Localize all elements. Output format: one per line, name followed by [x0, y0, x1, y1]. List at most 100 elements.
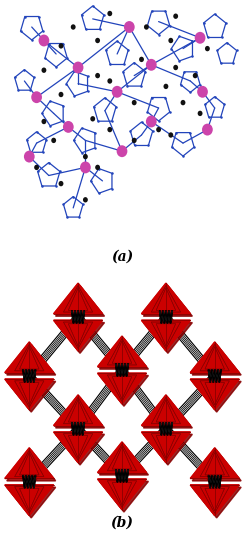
Circle shape [181, 100, 185, 105]
Polygon shape [190, 485, 239, 516]
Polygon shape [156, 324, 176, 346]
Circle shape [63, 121, 74, 133]
Polygon shape [100, 339, 148, 369]
Polygon shape [192, 381, 241, 412]
Polygon shape [156, 324, 176, 346]
Polygon shape [100, 481, 148, 512]
Polygon shape [190, 379, 239, 410]
Circle shape [59, 43, 63, 49]
Polygon shape [7, 487, 56, 518]
Polygon shape [156, 436, 176, 458]
Polygon shape [151, 397, 181, 424]
Polygon shape [151, 434, 181, 460]
Polygon shape [20, 347, 39, 369]
Circle shape [95, 165, 100, 170]
Polygon shape [143, 397, 192, 428]
Polygon shape [156, 436, 176, 458]
Polygon shape [56, 286, 104, 316]
Circle shape [107, 127, 112, 132]
Polygon shape [151, 434, 181, 460]
Polygon shape [190, 342, 239, 373]
Polygon shape [20, 383, 39, 405]
Polygon shape [100, 481, 148, 512]
Circle shape [124, 21, 135, 33]
Polygon shape [56, 322, 104, 353]
Polygon shape [54, 283, 102, 314]
Polygon shape [200, 345, 229, 371]
Polygon shape [112, 341, 132, 363]
Polygon shape [200, 381, 229, 407]
Polygon shape [5, 379, 54, 410]
Polygon shape [192, 381, 241, 412]
Circle shape [173, 65, 178, 70]
Polygon shape [98, 373, 146, 404]
Polygon shape [107, 375, 137, 401]
Polygon shape [7, 450, 56, 481]
Polygon shape [68, 436, 88, 458]
Polygon shape [107, 481, 137, 507]
Circle shape [112, 86, 122, 98]
Polygon shape [112, 341, 132, 363]
Polygon shape [56, 397, 104, 428]
Polygon shape [98, 442, 146, 472]
Polygon shape [63, 434, 93, 460]
Polygon shape [68, 324, 88, 346]
Circle shape [146, 116, 157, 127]
Polygon shape [15, 450, 44, 477]
Polygon shape [143, 434, 192, 465]
Circle shape [83, 154, 88, 159]
Polygon shape [205, 489, 224, 511]
Circle shape [117, 145, 127, 157]
Circle shape [139, 57, 144, 62]
Polygon shape [142, 320, 190, 351]
Polygon shape [54, 395, 102, 426]
Polygon shape [5, 342, 54, 373]
Circle shape [59, 181, 63, 186]
Circle shape [156, 127, 161, 132]
Polygon shape [7, 381, 56, 412]
Polygon shape [107, 444, 137, 471]
Polygon shape [98, 479, 146, 510]
Circle shape [90, 116, 95, 122]
Circle shape [95, 38, 100, 43]
Polygon shape [56, 434, 104, 465]
Polygon shape [20, 453, 39, 475]
Polygon shape [20, 489, 39, 511]
Circle shape [146, 59, 157, 71]
Polygon shape [143, 286, 192, 316]
Circle shape [205, 46, 210, 51]
Polygon shape [192, 487, 241, 518]
Polygon shape [112, 447, 132, 469]
Polygon shape [68, 436, 88, 458]
Text: (a): (a) [111, 249, 133, 264]
Circle shape [41, 119, 46, 124]
Circle shape [71, 24, 76, 30]
Polygon shape [54, 432, 102, 463]
Polygon shape [56, 286, 104, 316]
Polygon shape [15, 487, 44, 513]
Polygon shape [7, 381, 56, 412]
Polygon shape [54, 320, 102, 351]
Polygon shape [200, 450, 229, 477]
Circle shape [168, 132, 173, 138]
Polygon shape [151, 322, 181, 348]
Polygon shape [143, 286, 192, 316]
Polygon shape [192, 450, 241, 481]
Circle shape [197, 86, 208, 98]
Polygon shape [192, 487, 241, 518]
Polygon shape [112, 377, 132, 399]
Polygon shape [156, 288, 176, 310]
Polygon shape [63, 322, 93, 348]
Polygon shape [107, 339, 137, 365]
Circle shape [39, 35, 49, 46]
Circle shape [73, 62, 83, 73]
Polygon shape [63, 286, 93, 312]
Polygon shape [142, 432, 190, 463]
Polygon shape [151, 286, 181, 312]
Polygon shape [142, 283, 190, 314]
Polygon shape [56, 397, 104, 428]
Polygon shape [5, 485, 54, 516]
Polygon shape [156, 400, 176, 422]
Polygon shape [5, 342, 54, 373]
Polygon shape [190, 448, 239, 478]
